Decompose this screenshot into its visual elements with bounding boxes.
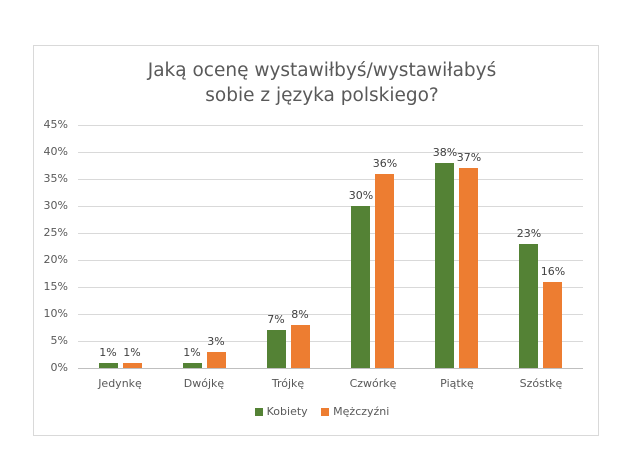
- bar-kobiety: [435, 163, 454, 368]
- data-label: 7%: [267, 313, 285, 326]
- legend: Kobiety Mężczyźni: [0, 405, 644, 419]
- data-label: 36%: [372, 157, 398, 170]
- legend-item-mezczyzni: Mężczyźni: [321, 405, 389, 418]
- gridline: [78, 287, 583, 288]
- data-label: 23%: [516, 227, 542, 240]
- legend-swatch-mezczyzni: [321, 407, 330, 416]
- bar-mezczyzni: [291, 325, 310, 368]
- y-tick-label: 5%: [50, 334, 68, 347]
- gridline: [78, 125, 583, 126]
- x-axis-line: [78, 368, 583, 369]
- x-tick-label: Dwójkę: [183, 377, 225, 390]
- gridline: [78, 152, 583, 153]
- y-tick-label: 45%: [43, 118, 68, 131]
- y-tick-label: 15%: [43, 280, 68, 293]
- data-label: 30%: [348, 189, 374, 202]
- y-tick-label: 35%: [43, 172, 68, 185]
- x-tick-label: Szóstkę: [519, 377, 563, 390]
- data-label: 3%: [207, 335, 225, 348]
- bar-mezczyzni: [459, 168, 478, 368]
- legend-label-kobiety: Kobiety: [266, 405, 308, 418]
- data-label: 38%: [432, 146, 458, 159]
- gridline: [78, 260, 583, 261]
- x-tick-label: Trójkę: [271, 377, 305, 390]
- x-tick-label: Piątkę: [440, 377, 474, 390]
- gridline: [78, 314, 583, 315]
- data-label: 1%: [123, 346, 141, 359]
- legend-item-kobiety: Kobiety: [254, 405, 308, 418]
- chart-title: Jaką ocenę wystawiłbyś/wystawiłabyś sobi…: [0, 58, 644, 108]
- data-label: 37%: [456, 151, 482, 164]
- bar-kobiety: [519, 244, 538, 368]
- gridline: [78, 341, 583, 342]
- bar-kobiety: [183, 363, 202, 368]
- y-tick-label: 40%: [43, 145, 68, 158]
- x-tick-label: Jedynkę: [98, 377, 142, 390]
- chart-title-line-1: Jaką ocenę wystawiłbyś/wystawiłabyś: [147, 60, 497, 81]
- bar-mezczyzni: [207, 352, 226, 368]
- y-tick-label: 20%: [43, 253, 68, 266]
- bar-mezczyzni: [375, 174, 394, 368]
- bar-kobiety: [351, 206, 370, 368]
- data-label: 1%: [99, 346, 117, 359]
- bar-mezczyzni: [543, 282, 562, 368]
- gridline: [78, 179, 583, 180]
- data-label: 8%: [291, 308, 309, 321]
- x-tick-label: Czwórkę: [349, 377, 397, 390]
- chart-title-line-2: sobie z języka polskiego?: [205, 85, 439, 106]
- data-label: 16%: [540, 265, 566, 278]
- plot-area: 1% 1% 1% 3% 7% 8% 30% 36% 38% 37% 23% 16%: [78, 125, 583, 369]
- chart-frame: [33, 45, 599, 436]
- bar-kobiety: [267, 330, 286, 368]
- y-tick-label: 10%: [43, 307, 68, 320]
- gridline: [78, 233, 583, 234]
- legend-label-mezczyzni: Mężczyźni: [333, 405, 390, 418]
- data-label: 1%: [183, 346, 201, 359]
- y-tick-label: 30%: [43, 199, 68, 212]
- legend-swatch-kobiety: [254, 407, 263, 416]
- y-tick-label: 0%: [50, 361, 68, 374]
- y-tick-label: 25%: [43, 226, 68, 239]
- gridline: [78, 206, 583, 207]
- bar-kobiety: [99, 363, 118, 368]
- bar-mezczyzni: [123, 363, 142, 368]
